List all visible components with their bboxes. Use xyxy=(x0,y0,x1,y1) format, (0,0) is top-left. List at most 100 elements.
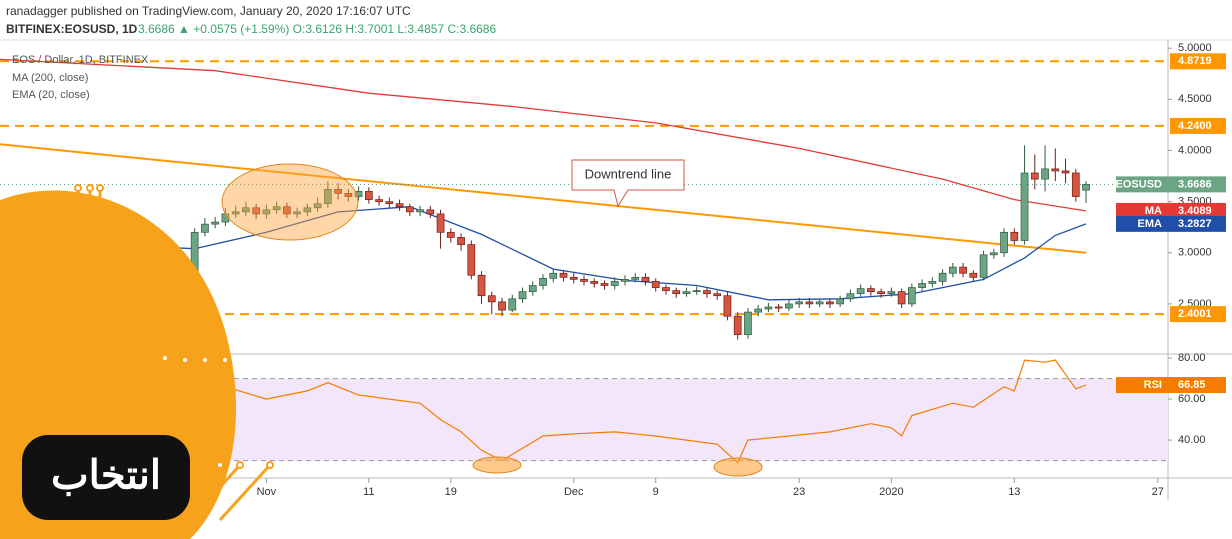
candle-body xyxy=(815,301,824,305)
candle-body xyxy=(744,311,752,335)
candle-body xyxy=(262,209,271,215)
candle-body xyxy=(692,290,701,292)
publish-line: ranadagger published on TradingView.com,… xyxy=(6,4,411,18)
candle-body xyxy=(641,276,650,282)
price-tag xyxy=(1116,202,1226,219)
candle-body xyxy=(672,290,681,295)
level-tag xyxy=(1170,306,1226,323)
candle-body xyxy=(1051,168,1060,172)
logo-badge xyxy=(22,435,190,520)
level-tag xyxy=(1170,117,1226,134)
legend-entry: EMA (20, close) xyxy=(12,89,90,101)
legend-title: EOS / Dollar, 1D, BITFINEX xyxy=(12,54,149,66)
candle-body xyxy=(651,281,660,288)
candle-body xyxy=(877,291,885,295)
x-tick-label: 23 xyxy=(793,486,805,498)
candle-body xyxy=(918,283,926,288)
candle-body xyxy=(1020,172,1029,241)
candle-body xyxy=(528,285,537,292)
y-tick-label: 40.00 xyxy=(1178,434,1206,446)
candle-body xyxy=(385,201,394,205)
price-tag-name: EOSUSD xyxy=(1116,178,1163,190)
candle-body xyxy=(559,272,568,278)
rsi-line xyxy=(143,359,1087,464)
price-tag-name: RSI xyxy=(1144,379,1162,391)
candle-body xyxy=(856,288,865,295)
rsi-ellipse xyxy=(472,456,522,474)
y-tick-label: 80.00 xyxy=(1178,352,1206,364)
candle-body xyxy=(211,221,220,225)
x-tick-label: 11 xyxy=(363,486,374,498)
legend-entry: MA (200, close) xyxy=(12,72,88,84)
highlight-ellipse xyxy=(221,163,359,241)
callout-box xyxy=(571,159,685,208)
quote: 3.6686 ▲ +0.0575 (+1.59%) O:3.6126 H:3.7… xyxy=(138,22,496,36)
candle-body xyxy=(375,199,383,202)
y-tick-label: 4.0000 xyxy=(1178,144,1212,156)
candle-body xyxy=(426,209,435,215)
logo-text: انتخاب xyxy=(51,454,161,498)
candle-body xyxy=(252,207,260,215)
price-tag-value: 3.2827 xyxy=(1178,218,1212,230)
candle-body xyxy=(498,301,506,311)
price-tag-value: 3.6686 xyxy=(1178,178,1212,190)
candle-body xyxy=(805,301,814,305)
x-tick-label: 19 xyxy=(445,486,457,498)
candle-body xyxy=(231,211,240,215)
candle-body xyxy=(703,290,711,295)
logo: انتخاب xyxy=(0,184,274,539)
candle-body xyxy=(364,191,373,200)
candle-body xyxy=(293,211,301,215)
candle-body xyxy=(467,244,476,276)
indicator-line xyxy=(102,206,1087,301)
y-tick-label: 5.0000 xyxy=(1178,42,1212,54)
candle-body xyxy=(938,272,947,282)
candle-body xyxy=(723,295,732,317)
candle-body xyxy=(785,303,793,309)
candle-body xyxy=(344,193,353,197)
candle-body xyxy=(477,274,486,297)
candle-body xyxy=(928,281,937,284)
candle-body xyxy=(631,276,640,280)
price-tag-name: MA xyxy=(1145,205,1162,217)
candle-body xyxy=(580,279,588,282)
candle-body xyxy=(549,272,558,279)
y-tick-label: 60.00 xyxy=(1178,393,1206,405)
candle-body xyxy=(764,306,773,310)
x-tick-label: Dec xyxy=(564,486,584,498)
price-tag-value: 66.85 xyxy=(1178,379,1206,391)
candle-body xyxy=(867,288,875,292)
indicator-line xyxy=(0,58,1087,212)
candle-body xyxy=(908,287,916,305)
candle-body xyxy=(1082,184,1090,191)
candle-body xyxy=(887,291,896,295)
candle-body xyxy=(897,291,906,305)
x-tick-label: 2020 xyxy=(879,486,903,498)
candle-body xyxy=(303,207,312,213)
candle-body xyxy=(354,191,363,197)
x-tick-label: Nov xyxy=(257,486,277,498)
candle-body xyxy=(416,209,424,213)
candle-body xyxy=(590,281,599,284)
price-tag-name: EMA xyxy=(1138,218,1163,230)
level-tag xyxy=(1170,53,1226,70)
candle-body xyxy=(395,203,404,208)
price-tag-value: 3.4089 xyxy=(1178,205,1212,217)
candle-body xyxy=(242,207,250,213)
candle-body xyxy=(487,295,496,303)
x-tick-label: 13 xyxy=(1008,486,1020,498)
candle-body xyxy=(979,254,988,278)
candle-body xyxy=(508,298,517,311)
candle-body xyxy=(1030,172,1039,180)
logo-nodes xyxy=(74,184,274,469)
candle-body xyxy=(446,231,455,238)
candle-body xyxy=(436,213,445,233)
candle-body xyxy=(518,291,527,300)
candle-body xyxy=(313,203,322,209)
candle-body xyxy=(600,283,609,286)
candle-body xyxy=(713,293,722,297)
candle-body xyxy=(969,272,978,278)
candle-body xyxy=(795,301,804,305)
x-tick-label: 9 xyxy=(653,486,659,498)
